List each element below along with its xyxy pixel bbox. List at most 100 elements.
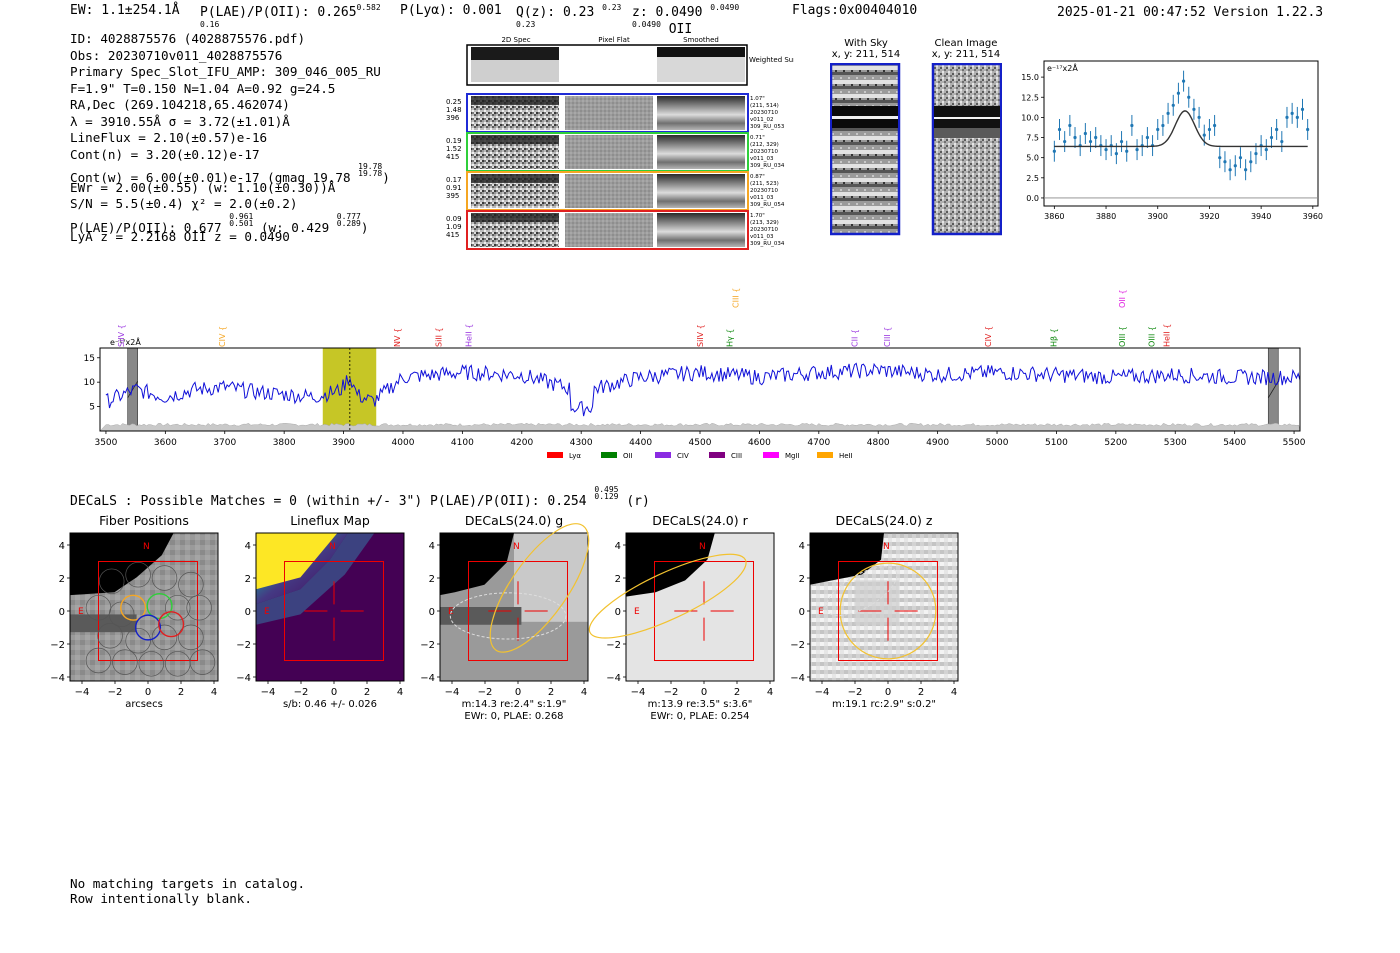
spec-2d-band [471, 174, 559, 183]
header-z: z: 0.0490 0.0490 0.0490 OII [632, 3, 740, 37]
fiber-row-right-value: v011_03 [750, 156, 774, 162]
legend-label: CIII [731, 452, 742, 460]
decals-panel: DECaLS(24.0) r N E 4 −4 2 −2 0 0 −2 2 −4 4 m:13.9 re:… [588, 513, 775, 722]
y-tick-label: 2 [429, 574, 435, 585]
data-point [1176, 91, 1181, 95]
sky-images [830, 63, 1002, 236]
smoothed-cutout [657, 213, 745, 247]
panel-caption-2: EWr: 0, PLAE: 0.268 [464, 711, 563, 722]
source-ellipse-dashed [449, 592, 567, 640]
y-tick-label: 5.0 [1026, 154, 1039, 163]
north-label: N [513, 542, 520, 552]
x-tick-label: 3700 [213, 438, 236, 448]
fiber-row-left-value: 0.09 [446, 215, 462, 223]
x-tick-label: −2 [848, 687, 863, 698]
data-point [1057, 127, 1062, 132]
x-tick-label: 3800 [273, 438, 296, 448]
y-tick-label: 0 [59, 607, 65, 618]
x-tick-label: −2 [664, 687, 679, 698]
data-point [1083, 131, 1087, 136]
data-point [1197, 115, 1201, 119]
x-tick-label: 5500 [1283, 438, 1306, 448]
y-tick-label: 4 [245, 541, 251, 552]
fiber-row-right-value: 0.71" [750, 135, 765, 141]
info-plae-lo: 0.501 [229, 218, 254, 228]
pixel-flat-cutout [565, 96, 653, 130]
fiber-row-right-value: (211, 523) [750, 181, 779, 187]
panel-frame [439, 532, 589, 682]
fiber-circle [178, 571, 204, 598]
x-tick-label: 2 [548, 687, 554, 698]
x-tick-label: 4 [211, 687, 217, 698]
x-tick-label: −4 [631, 687, 646, 698]
info-radec: RA,Dec (269.104218,65.462074) [70, 97, 290, 112]
emission-line-label: NV { [393, 328, 402, 347]
x-tick-label: 4400 [629, 438, 652, 448]
image-dark-region [440, 533, 514, 596]
data-point [1119, 139, 1124, 144]
aperture-box [654, 561, 754, 661]
data-point [1145, 135, 1149, 140]
panel-frame [255, 532, 405, 682]
data-point [1088, 139, 1093, 144]
legend-swatch [601, 452, 617, 458]
decals-panel: DECaLS(24.0) z N E 4 −4 2 −2 0 0 −2 2 −4 4 m:19.1 rc:… [790, 513, 959, 710]
source-circle [839, 562, 937, 660]
emission-line-label: CIV { [218, 326, 227, 347]
panel-frame [809, 532, 959, 682]
info-sn: S/N = 5.5(±0.4) χ² = 2.0(±0.2) [70, 196, 298, 211]
data-point [1269, 135, 1274, 140]
catalog-footer: No matching targets in catalog. Row inte… [70, 876, 305, 906]
x-tick-label: −2 [478, 687, 493, 698]
fiber-row-right-value: 1.07" [750, 96, 765, 102]
y-tick-label: 2 [245, 574, 251, 585]
x-tick-label: 4900 [926, 438, 949, 448]
legend-swatch [547, 452, 563, 458]
x-tick-label: 0 [145, 687, 151, 698]
fiber-row-right-value: 309_RU_034 [750, 241, 785, 247]
spectrum-legend: Lyα OII CIV CIII MgII HeII [547, 452, 853, 460]
info-params: F=1.9" T=0.150 N=1.04 A=0.92 g=24.5 [70, 80, 336, 96]
data-point [1228, 168, 1232, 172]
spectrum-line [105, 362, 1301, 417]
plot-frame [1043, 60, 1319, 207]
data-point [1125, 149, 1129, 153]
info-contw: Cont(w) = 6.00(±0.01)e-17 (gmag 19.78 19… [70, 162, 390, 186]
aperture-box [468, 561, 568, 661]
pixel-flat-cutout [565, 135, 653, 169]
header-z-line: OII [668, 22, 693, 37]
fiber-row-left-value: 0.91 [446, 184, 462, 192]
info-plae: P(LAE)/P(OII): 0.677 0.961 0.501 (w: 0.42… [70, 211, 369, 235]
data-point [1295, 115, 1299, 119]
info-plae-w-hi: 0.777 [336, 211, 361, 221]
north-label: N [699, 542, 706, 552]
emission-line-label: Hβ { [1049, 328, 1058, 347]
x-tick-label: 2 [918, 687, 924, 698]
y-tick-label: −2 [420, 640, 435, 651]
x-tick-label: 4200 [510, 438, 533, 448]
fiber-row-left-value: 1.52 [446, 145, 462, 153]
data-point [1264, 148, 1268, 152]
info-lambda: λ = 3910.55Å σ = 3.72(±1.01)Å [70, 113, 290, 129]
data-point [1275, 127, 1279, 132]
decals-summary-band: (r) [626, 494, 650, 509]
fiber-circle [97, 623, 123, 649]
panel-caption: m:13.9 re:3.5" s:3.6" [648, 699, 753, 710]
x-tick-label: 3500 [94, 438, 117, 448]
flux-transition [256, 533, 375, 625]
fiber-circle-highlight [158, 611, 185, 638]
data-point [1130, 123, 1134, 128]
emission-line-label: CIV { [984, 326, 993, 347]
data-point [1223, 160, 1227, 164]
decals-summary: DECaLS : Possible Matches = 0 (within +/… [70, 485, 650, 510]
fiber-row-right-value: v011_02 [750, 117, 774, 123]
fiber-row-left-value: 0.19 [446, 137, 462, 145]
clean-image-xy: x, y: 211, 514 [931, 49, 1001, 60]
panel-image [440, 533, 588, 681]
header-qz-hi: 0.23 [602, 3, 622, 12]
image-dark-region [810, 533, 884, 585]
x-tick-label: 4 [581, 687, 587, 698]
panel-caption: arcsecs [125, 699, 163, 710]
zoom-units: e⁻¹⁷x2Å [1047, 62, 1078, 73]
